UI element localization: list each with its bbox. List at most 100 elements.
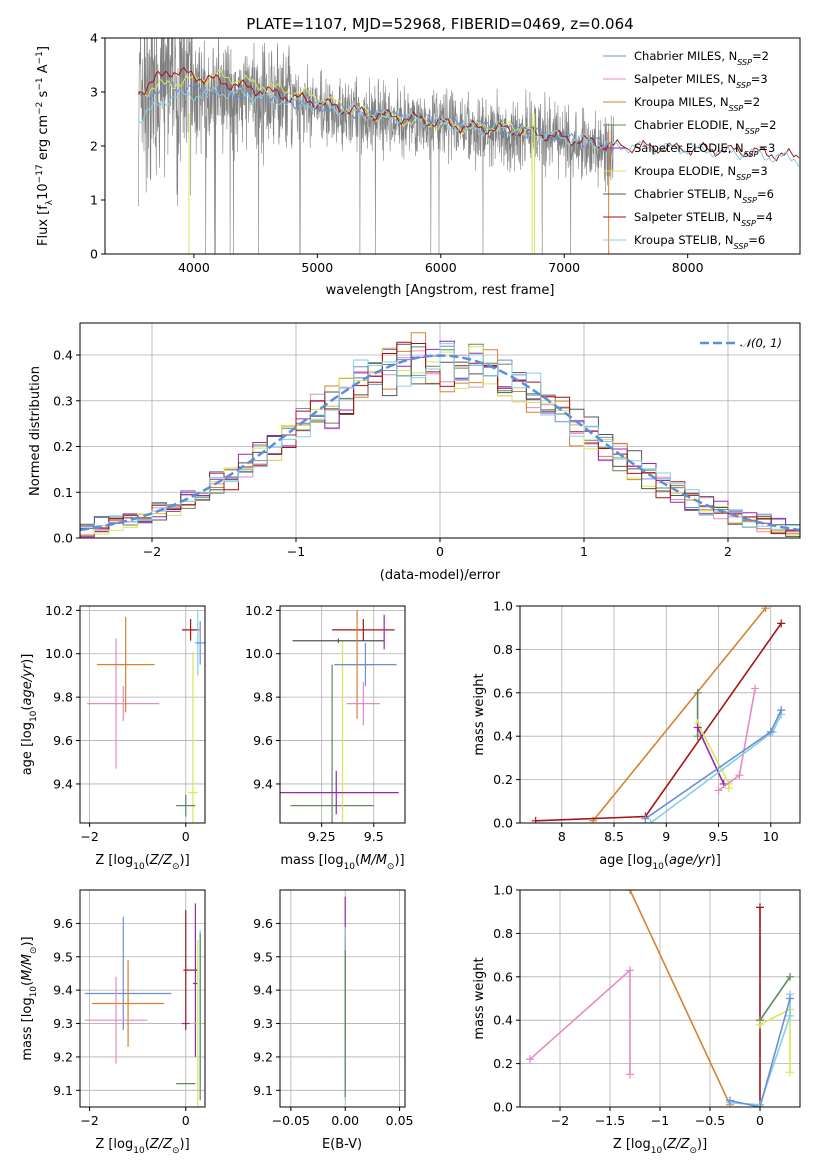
weight-vs-Z-xtick-label: −1.5 [595, 1113, 625, 1128]
normal-curve [80, 354, 800, 532]
mass-vs-ebv-ytick-label: 9.2 [253, 1049, 273, 1064]
age-vs-Z-xlabel: Z [log10(Z/Z⊙)] [95, 853, 189, 872]
residual-histogram-step [80, 332, 800, 536]
age-vs-Z-panel [76, 605, 206, 827]
weight-marker [626, 966, 634, 975]
mass-vs-ebv-ytick-label: 9.5 [253, 949, 273, 964]
legend-entry: Salpeter MILES, NSSP=3 [634, 72, 768, 90]
weight-marker [626, 890, 634, 894]
weight-marker [726, 1096, 734, 1105]
age-vs-mass-ytick-label: 10.2 [245, 603, 273, 618]
spectrum-ytick-label: 0 [90, 247, 98, 262]
spectrum-model-line [138, 86, 800, 167]
legend-entry: Kroupa MILES, NSSP=2 [634, 95, 760, 113]
spectrum-xlabel: wavelength [Angstrom, rest frame] [326, 283, 555, 298]
spectrum-xtick-label: 7000 [548, 260, 580, 275]
weight-line [696, 727, 725, 785]
age-vs-mass-plot-area [280, 606, 405, 823]
weight-vs-Z-ytick-label: 0.8 [493, 926, 513, 941]
weight-vs-Z-xtick-label: −0.5 [695, 1113, 725, 1128]
weight-vs-age-ytick-label: 1.0 [493, 599, 513, 614]
residuals-panel [76, 322, 801, 542]
mass-vs-Z-xlabel: Z [log10(Z/Z⊙)] [95, 1137, 189, 1156]
age-vs-Z-xtick-label: 0 [182, 829, 190, 844]
spectrum-model-line [138, 69, 534, 136]
age-vs-mass-xlabel: mass [log10(M/M⊙)] [280, 853, 404, 872]
mass-vs-Z-plot-area [80, 890, 205, 1107]
residuals-xtick-label: 1 [580, 544, 588, 559]
legend-entry: Salpeter STELIB, NSSP=4 [634, 210, 773, 228]
mass-vs-Z-ylabel: mass [log10(M/M⊙)] [20, 936, 39, 1060]
weight-marker [646, 819, 655, 823]
mass-vs-ebv-ytick-label: 9.4 [253, 983, 273, 998]
mass-vs-ebv-xtick-label: 0.00 [331, 1113, 359, 1128]
spectrum-xtick-label: 5000 [301, 260, 333, 275]
legend-entry: 𝒩(0, 1) [740, 336, 782, 350]
age-vs-mass-ytick-label: 9.8 [253, 690, 273, 705]
weight-line [644, 709, 782, 820]
mass-vs-Z-ytick-label: 9.5 [53, 949, 73, 964]
spectrum-ylabel: Flux [fλ10−17 erg cm−2 s−1 A−1] [35, 46, 55, 246]
spectrum-ytick-label: 4 [90, 31, 98, 46]
spectrum-ytick-label: 2 [90, 139, 98, 154]
weight-line [535, 622, 782, 822]
weight-vs-Z-plot-area [520, 890, 800, 1107]
residuals-ytick-label: 0.2 [53, 439, 73, 454]
weight-marker [786, 994, 794, 1003]
weight-marker [626, 1070, 634, 1079]
age-vs-mass-xtick-label: 9.25 [308, 829, 336, 844]
age-vs-mass-xtick-label: 9.5 [364, 829, 384, 844]
weight-vs-age-ytick-label: 0.4 [493, 729, 513, 744]
weight-line [529, 968, 631, 1075]
residuals-xtick-label: 2 [724, 544, 732, 559]
weight-marker [693, 688, 702, 697]
weight-vs-age-xtick-label: 9 [662, 829, 670, 844]
legend-entry: Chabrier ELODIE, NSSP=2 [634, 118, 776, 136]
weight-vs-Z-ylabel: mass weight [472, 957, 487, 1039]
weight-vs-age-plot-area [520, 606, 800, 823]
mass-vs-ebv-panel [276, 889, 406, 1111]
spectrum-model-line [137, 81, 615, 154]
weight-marker [526, 1055, 534, 1064]
weight-vs-age-ytick-label: 0.8 [493, 642, 513, 657]
age-vs-mass-frame [279, 605, 406, 824]
mass-vs-Z-xtick-label: −2 [80, 1113, 98, 1128]
weight-vs-age-ylabel: mass weight [472, 673, 487, 755]
mass-vs-ebv-xtick-label: 0.05 [386, 1113, 414, 1128]
mass-vs-ebv-xlabel: E(B-V) [322, 1137, 362, 1152]
mass-vs-Z-ytick-label: 9.1 [53, 1083, 73, 1098]
age-vs-Z-ytick-label: 9.4 [53, 776, 73, 791]
weight-marker [756, 1020, 764, 1029]
weight-vs-Z-ytick-label: 1.0 [493, 883, 513, 898]
residuals-ytick-label: 0.1 [53, 485, 73, 500]
weight-vs-age-xtick-label: 9.5 [709, 829, 729, 844]
residuals-xtick-label: −1 [287, 544, 305, 559]
mass-vs-Z-ytick-label: 9.3 [53, 1016, 73, 1031]
mass-vs-ebv-ytick-label: 9.6 [253, 916, 273, 931]
weight-marker [693, 732, 702, 741]
residuals-ytick-label: 0.4 [53, 348, 73, 363]
spectrum-ytick-label: 3 [90, 85, 98, 100]
weight-vs-age-ytick-label: 0.0 [493, 816, 513, 831]
spectrum-xtick-label: 4000 [178, 260, 210, 275]
age-vs-Z-ytick-label: 9.6 [53, 733, 73, 748]
weight-vs-Z-xtick-label: 0 [756, 1113, 764, 1128]
weight-marker [756, 903, 764, 912]
weight-vs-age-xtick-label: 8.5 [604, 829, 624, 844]
legend-entry: Chabrier STELIB, NSSP=6 [634, 187, 774, 205]
weight-vs-Z-xtick-label: −2 [551, 1113, 569, 1128]
weight-marker [766, 727, 775, 736]
weight-line [729, 998, 791, 1107]
weight-marker [693, 723, 702, 732]
residuals-ylabel: Normed distribution [28, 366, 43, 496]
weight-vs-age-xtick-label: 10 [763, 829, 779, 844]
weight-marker [714, 786, 723, 795]
residuals-xlabel: (data-model)/error [380, 568, 501, 583]
weight-marker [751, 684, 760, 693]
mass-vs-ebv-xtick-label: −0.05 [272, 1113, 310, 1128]
spectrum-xtick-label: 6000 [425, 260, 457, 275]
mass-vs-ebv-ytick-label: 9.3 [253, 1016, 273, 1031]
spectrum-plot-area [137, 38, 800, 254]
residuals-ytick-label: 0.3 [53, 393, 73, 408]
weight-vs-Z-ytick-label: 0.2 [493, 1056, 513, 1071]
